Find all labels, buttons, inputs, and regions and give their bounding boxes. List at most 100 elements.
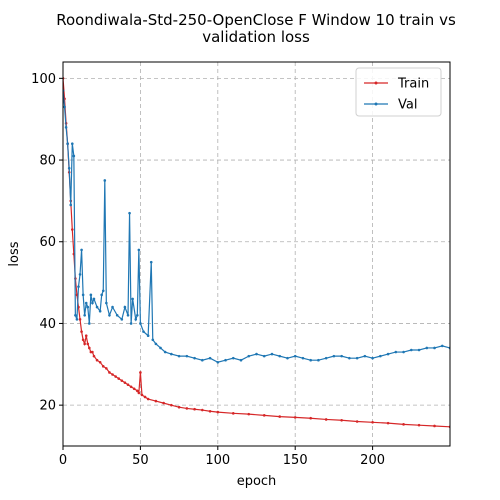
data-point-val bbox=[270, 352, 274, 356]
data-point-train bbox=[129, 385, 133, 389]
chart-title: Roondiwala-Std-250-OpenClose F Window 10… bbox=[56, 11, 456, 46]
x-axis-label: epoch bbox=[237, 474, 277, 489]
data-point-train bbox=[146, 397, 150, 401]
data-point-val bbox=[355, 356, 359, 360]
data-point-val bbox=[100, 293, 103, 297]
series-train bbox=[63, 77, 450, 429]
data-point-train bbox=[417, 423, 421, 427]
data-point-val bbox=[293, 354, 297, 358]
data-point-val bbox=[92, 297, 96, 301]
data-point-val bbox=[201, 358, 204, 362]
series-line-val bbox=[63, 90, 450, 363]
data-point-val bbox=[120, 318, 124, 321]
legend: Train Val bbox=[355, 67, 442, 117]
data-point-val bbox=[136, 313, 139, 317]
plot-area bbox=[62, 61, 451, 447]
data-point-val bbox=[278, 354, 282, 358]
data-point-val bbox=[77, 285, 80, 288]
data-point-train bbox=[278, 415, 282, 418]
data-point-val bbox=[74, 313, 77, 317]
data-point-val bbox=[154, 342, 158, 346]
data-point-train bbox=[70, 228, 74, 231]
data-point-train bbox=[126, 383, 130, 387]
data-point-val bbox=[224, 358, 227, 362]
series-line-train bbox=[63, 78, 450, 428]
data-point-val bbox=[64, 126, 68, 129]
data-point-val bbox=[63, 105, 66, 109]
data-point-val bbox=[81, 293, 85, 297]
data-point-val bbox=[410, 348, 413, 352]
data-point-train bbox=[83, 342, 86, 346]
data-point-train bbox=[201, 408, 204, 412]
data-point-val bbox=[67, 166, 71, 170]
y-tick-label: 60 bbox=[39, 235, 56, 250]
data-point-val bbox=[348, 356, 351, 360]
data-point-val bbox=[108, 313, 111, 317]
data-point-train bbox=[81, 338, 85, 342]
data-point-val bbox=[103, 179, 107, 182]
data-point-train bbox=[170, 403, 173, 407]
data-point-val bbox=[193, 356, 196, 360]
data-point-val bbox=[131, 297, 134, 301]
data-point-val bbox=[231, 356, 235, 360]
data-point-val bbox=[286, 356, 289, 360]
data-point-val bbox=[394, 350, 398, 354]
data-point-train bbox=[324, 418, 328, 421]
y-tick-label: 40 bbox=[39, 317, 56, 332]
data-point-val bbox=[111, 305, 114, 309]
data-point-train bbox=[162, 401, 165, 405]
data-point-train bbox=[340, 418, 343, 422]
grid bbox=[63, 62, 450, 446]
data-point-val bbox=[83, 313, 86, 317]
data-point-train bbox=[193, 407, 196, 411]
data-point-val bbox=[84, 301, 88, 305]
data-point-val bbox=[185, 354, 189, 358]
data-point-train bbox=[91, 350, 94, 354]
data-point-train bbox=[108, 371, 111, 374]
data-point-val bbox=[89, 293, 93, 297]
data-point-val bbox=[317, 358, 320, 362]
data-point-val bbox=[255, 352, 258, 356]
data-point-val bbox=[126, 313, 130, 317]
data-point-train bbox=[92, 354, 96, 358]
data-point-val bbox=[115, 313, 119, 317]
data-point-val bbox=[208, 356, 212, 360]
chart-title-line-2: validation loss bbox=[202, 28, 310, 46]
data-point-train bbox=[88, 346, 91, 350]
data-point-val bbox=[262, 354, 266, 358]
data-point-val bbox=[72, 154, 76, 158]
data-point-val bbox=[159, 346, 162, 350]
data-point-val bbox=[309, 358, 312, 362]
data-point-val bbox=[417, 348, 421, 352]
data-point-train bbox=[111, 373, 114, 376]
data-point-val bbox=[70, 142, 74, 146]
data-point-train bbox=[154, 399, 158, 403]
data-point-train bbox=[386, 421, 390, 425]
data-point-train bbox=[95, 358, 99, 362]
data-point-train bbox=[80, 330, 83, 333]
data-point-val bbox=[69, 203, 73, 207]
data-point-val bbox=[433, 346, 436, 350]
data-point-train bbox=[247, 412, 251, 416]
data-point-val bbox=[324, 356, 328, 360]
data-point-val bbox=[123, 305, 127, 309]
data-point-train bbox=[185, 407, 189, 410]
data-point-train bbox=[293, 416, 297, 419]
data-point-val bbox=[239, 358, 243, 362]
data-point-train bbox=[143, 395, 147, 399]
y-tick-label: 100 bbox=[31, 72, 56, 87]
data-point-val bbox=[379, 354, 382, 358]
data-point-val bbox=[80, 248, 83, 252]
data-point-val bbox=[139, 322, 142, 325]
data-point-val bbox=[66, 142, 69, 146]
data-point-val bbox=[137, 248, 141, 252]
x-tick-label: 200 bbox=[360, 453, 385, 468]
y-axis-label: loss bbox=[7, 241, 22, 266]
data-point-train bbox=[309, 416, 312, 420]
data-point-val bbox=[371, 356, 374, 360]
data-point-val bbox=[163, 350, 167, 354]
data-point-val bbox=[91, 301, 94, 305]
data-point-train bbox=[132, 387, 136, 391]
data-point-train bbox=[120, 379, 124, 382]
